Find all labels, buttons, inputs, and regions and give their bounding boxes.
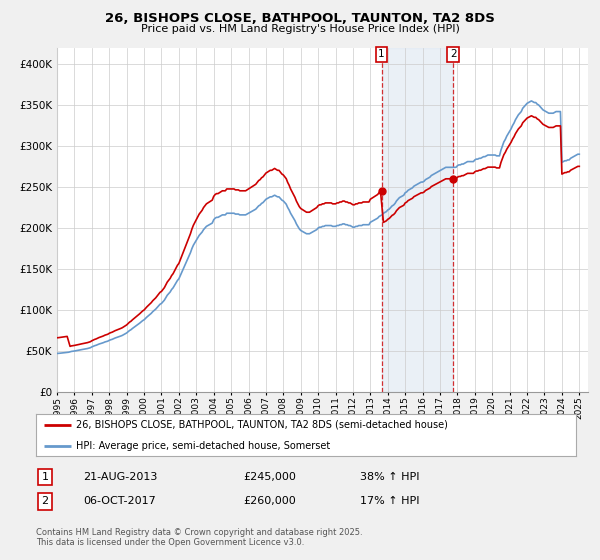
Bar <box>382 48 453 392</box>
Text: 2: 2 <box>41 496 49 506</box>
Text: Contains HM Land Registry data © Crown copyright and database right 2025.
This d: Contains HM Land Registry data © Crown c… <box>36 528 362 547</box>
Text: 06-OCT-2017: 06-OCT-2017 <box>83 496 157 506</box>
Text: 1: 1 <box>41 472 49 482</box>
Text: HPI: Average price, semi-detached house, Somerset: HPI: Average price, semi-detached house,… <box>77 441 331 451</box>
Text: Price paid vs. HM Land Registry's House Price Index (HPI): Price paid vs. HM Land Registry's House … <box>140 24 460 34</box>
Text: 2: 2 <box>450 49 457 59</box>
Text: 21-AUG-2013: 21-AUG-2013 <box>83 472 157 482</box>
Text: 26, BISHOPS CLOSE, BATHPOOL, TAUNTON, TA2 8DS: 26, BISHOPS CLOSE, BATHPOOL, TAUNTON, TA… <box>105 12 495 25</box>
Text: 26, BISHOPS CLOSE, BATHPOOL, TAUNTON, TA2 8DS (semi-detached house): 26, BISHOPS CLOSE, BATHPOOL, TAUNTON, TA… <box>77 420 448 430</box>
Text: 38% ↑ HPI: 38% ↑ HPI <box>360 472 420 482</box>
Text: £245,000: £245,000 <box>244 472 296 482</box>
Text: 1: 1 <box>378 49 385 59</box>
Text: 17% ↑ HPI: 17% ↑ HPI <box>360 496 420 506</box>
Text: £260,000: £260,000 <box>244 496 296 506</box>
